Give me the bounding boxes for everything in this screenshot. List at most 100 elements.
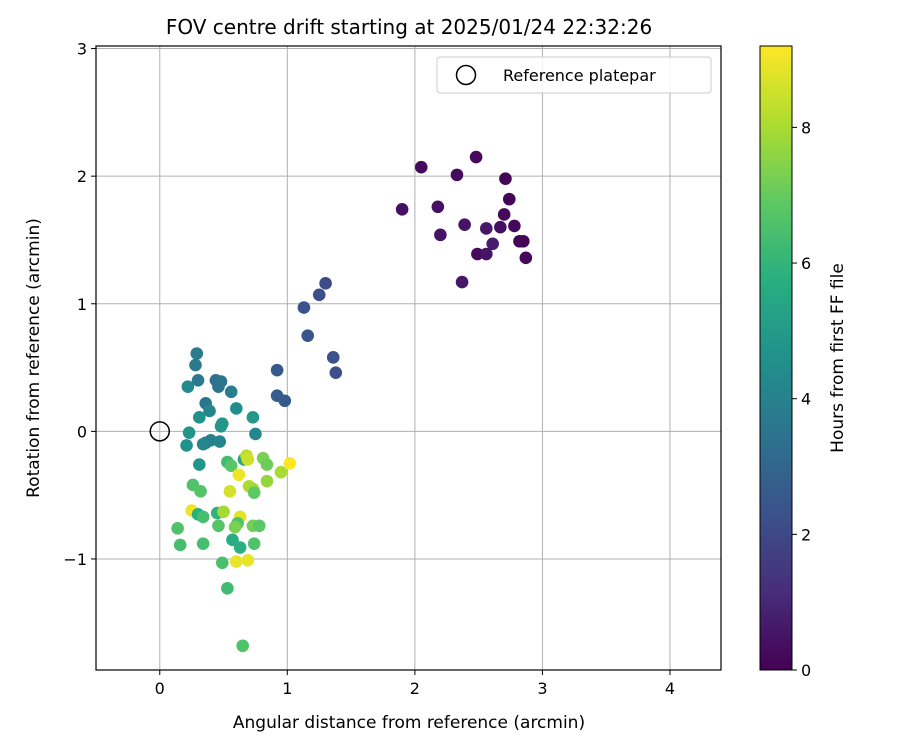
data-point [450,168,464,182]
data-point [455,275,469,289]
data-point [213,435,227,448]
data-point [414,160,428,174]
data-point [260,474,274,488]
data-point [191,374,205,387]
data-point [230,555,243,568]
data-point [194,485,207,498]
colorbar-tick-label: 0 [801,661,811,680]
data-point [214,419,228,433]
reference-point-marker [149,421,171,442]
data-point [247,537,261,550]
x-tick-label: 4 [665,679,675,698]
data-point [270,363,284,377]
data-point [228,520,242,534]
data-point [182,426,196,439]
colorbar: 0 2 4 6 8 Hours from first FF file [759,45,848,680]
data-point [278,394,292,408]
colorbar-tick-label: 8 [801,118,811,137]
colorbar-tick-label: 2 [801,525,811,544]
y-tick-label: 1 [77,295,87,314]
data-point [329,366,343,379]
colorbar-ticks: 0 2 4 6 8 [792,118,811,680]
data-point [196,537,210,550]
colorbar-tick-label: 6 [801,254,811,273]
data-point [471,247,484,261]
grid-lines [96,46,721,670]
x-tick-label: 1 [282,679,292,698]
data-point [516,234,530,248]
data-point [319,277,332,290]
data-point [215,556,229,570]
y-tick-label: 3 [77,40,87,59]
data-point [232,468,246,482]
chart-title: FOV centre drift starting at 2025/01/24 … [166,15,652,39]
data-points [171,150,533,653]
data-point [203,404,216,418]
data-point [249,427,262,441]
data-point [312,288,326,302]
reference-marker-group [149,421,171,442]
data-point [494,220,507,234]
legend-open-circle-icon [455,64,477,86]
data-point [252,519,266,533]
data-point [217,505,230,519]
data-point [434,228,447,242]
plot-frame [95,45,722,671]
data-point [395,203,409,216]
data-point [260,458,274,471]
data-point [173,538,187,552]
data-point [246,411,260,424]
data-point [241,453,255,466]
data-point [431,200,445,214]
y-axis-ticks: −1 0 1 2 3 [63,40,96,569]
data-point [224,459,238,473]
data-point [189,358,202,372]
data-point [196,437,210,451]
data-point [212,380,225,394]
data-point [224,385,238,399]
data-point [480,222,493,235]
data-point [497,208,511,221]
data-point [181,380,195,394]
x-axis-label: Angular distance from reference (arcmin) [233,713,585,733]
data-point [480,247,493,261]
y-axis-label: Rotation from reference (arcmin) [24,218,44,498]
data-point [171,522,184,535]
data-point [212,519,225,533]
x-tick-label: 2 [410,679,420,698]
data-point [196,510,210,524]
data-point [226,533,239,547]
x-tick-label: 3 [537,679,547,698]
data-point [297,301,311,314]
data-point [247,486,261,499]
data-point [508,219,521,233]
data-point [283,456,297,470]
y-tick-label: −1 [63,550,87,569]
legend-box [436,56,712,94]
colorbar-tick-label: 4 [801,390,811,409]
data-point [236,639,249,653]
data-point [469,150,483,164]
data-point [193,458,206,471]
data-point [486,237,499,251]
data-point [502,192,516,206]
data-point [301,329,315,342]
data-point [190,347,204,360]
data-point [230,402,243,415]
x-axis-ticks: 0 1 2 3 4 [155,670,675,698]
y-tick-label: 0 [77,422,87,441]
data-point [274,465,288,479]
data-point [233,541,247,554]
data-point [458,218,471,231]
x-tick-label: 0 [155,679,165,698]
data-point [221,582,234,595]
y-tick-label: 2 [77,167,87,186]
data-point [241,553,255,567]
data-point [499,172,512,186]
data-point [519,251,533,265]
legend-label: Reference platepar [503,66,656,85]
data-point [193,411,206,424]
data-point [326,351,340,364]
data-point [180,439,193,452]
